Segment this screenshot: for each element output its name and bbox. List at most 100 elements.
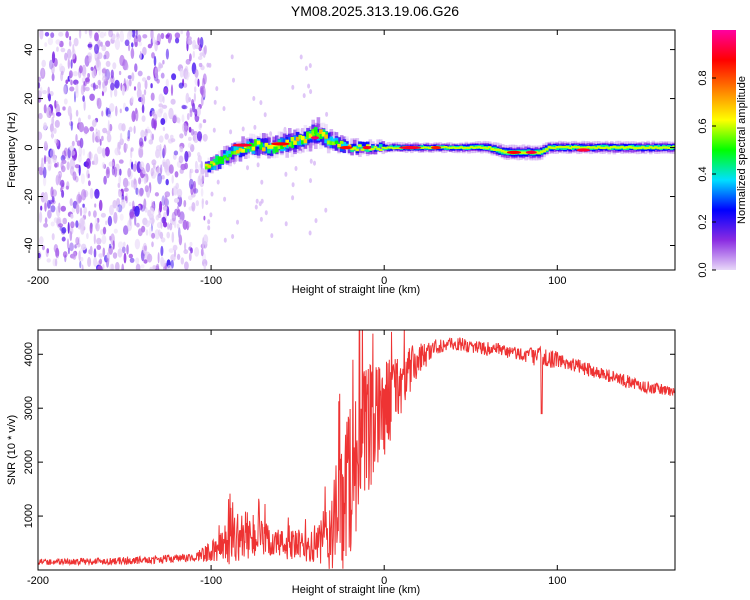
heatmap-ridge-cell bbox=[391, 147, 396, 150]
heatmap-noise-cell bbox=[142, 46, 147, 56]
heatmap-noise-cell bbox=[112, 240, 115, 250]
heatmap-noise-cell bbox=[102, 127, 108, 134]
heatmap-noise-cell bbox=[202, 133, 208, 142]
heatmap-noise-cell bbox=[161, 195, 166, 206]
heatmap-noise-cell bbox=[174, 171, 179, 178]
heatmap-noise-cell bbox=[126, 244, 129, 255]
heatmap-noise-cell bbox=[258, 201, 262, 207]
heatmap-noise-cell bbox=[171, 231, 175, 243]
heatmap-noise-cell bbox=[128, 44, 131, 52]
heatmap-ridge-cell bbox=[537, 151, 541, 155]
heatmap-noise-cell bbox=[201, 200, 204, 210]
heatmap-ridge-cell bbox=[350, 147, 354, 151]
heatmap-noise-cell bbox=[222, 106, 226, 112]
heatmap-ridge-cell bbox=[498, 148, 502, 152]
heatmap-ridge-cell bbox=[633, 147, 637, 150]
heatmap-ridge-cell bbox=[617, 146, 622, 149]
heatmap-noise-cell bbox=[134, 214, 137, 226]
heatmap-noise-cell bbox=[162, 59, 165, 65]
heatmap-noise-cell bbox=[92, 82, 96, 91]
heatmap-noise-cell bbox=[141, 115, 146, 122]
heatmap-noise-cell bbox=[106, 252, 110, 259]
heatmap-noise-cell bbox=[179, 211, 185, 222]
heatmap-noise-cell bbox=[205, 200, 209, 206]
heatmap-noise-cell bbox=[107, 119, 110, 132]
heatmap-noise-cell bbox=[158, 229, 161, 236]
heatmap-noise-cell bbox=[269, 131, 273, 137]
heatmap-noise-cell bbox=[194, 247, 200, 257]
heatmap-ridge-cell bbox=[420, 145, 424, 149]
heatmap-noise-cell bbox=[139, 50, 142, 61]
heatmap-noise-cell bbox=[179, 67, 184, 78]
heatmap-ridge-cell bbox=[376, 148, 380, 150]
heatmap-ridge-cell bbox=[635, 147, 640, 150]
heatmap-noise-cell bbox=[177, 195, 183, 207]
heatmap-noise-cell bbox=[132, 163, 137, 172]
heatmap-noise-cell bbox=[308, 63, 312, 69]
heatmap-noise-cell bbox=[55, 247, 60, 258]
heatmap-noise-cell bbox=[142, 34, 148, 39]
heatmap-noise-cell bbox=[144, 128, 148, 138]
heatmap-noise-cell bbox=[149, 217, 155, 224]
heatmap-noise-cell bbox=[100, 41, 103, 47]
heatmap-noise-cell bbox=[263, 112, 267, 118]
heatmap-noise-cell bbox=[194, 108, 198, 117]
x-tick-label: 0 bbox=[381, 575, 387, 587]
heatmap-noise-cell bbox=[87, 173, 90, 179]
heatmap-noise-cell bbox=[51, 51, 56, 64]
heatmap-ridge-cell bbox=[249, 144, 253, 152]
heatmap-noise-cell bbox=[101, 234, 107, 245]
heatmap-noise-cell bbox=[160, 259, 166, 267]
heatmap-noise-cell bbox=[193, 188, 199, 194]
heatmap-noise-cell bbox=[189, 109, 193, 118]
heatmap-noise-cell bbox=[145, 129, 151, 134]
heatmap-noise-cell bbox=[182, 219, 188, 230]
heatmap-noise-cell bbox=[41, 59, 46, 68]
heatmap-noise-cell bbox=[187, 142, 192, 149]
heatmap-peak-cell bbox=[310, 136, 320, 140]
heatmap-ridge-cell bbox=[316, 132, 321, 138]
heatmap-ridge-cell bbox=[539, 150, 544, 154]
x-tick-label: -200 bbox=[27, 275, 49, 287]
heatmap-ridge-cell bbox=[262, 143, 266, 151]
heatmap-ridge-cell bbox=[352, 147, 357, 150]
heatmap-noise-cell bbox=[180, 30, 183, 35]
heatmap-noise-cell bbox=[159, 201, 163, 213]
heatmap-ridge-cell bbox=[347, 144, 352, 148]
heatmap-ridge-cell bbox=[262, 147, 266, 152]
heatmap-noise-cell bbox=[203, 263, 207, 270]
heatmap-ridge-cell bbox=[298, 137, 302, 146]
heatmap-noise-cell bbox=[167, 222, 170, 230]
heatmap-noise-cell bbox=[65, 185, 69, 190]
heatmap-noise-cell bbox=[95, 128, 98, 134]
heatmap-noise-cell bbox=[113, 211, 118, 224]
heatmap-ridge-cell bbox=[420, 147, 424, 149]
heatmap-ridge-cell bbox=[381, 146, 386, 149]
heatmap-noise-cell bbox=[80, 243, 87, 251]
heatmap-noise-cell bbox=[89, 245, 93, 256]
heatmap-noise-cell bbox=[203, 45, 207, 55]
heatmap-noise-cell bbox=[89, 126, 94, 132]
heatmap-noise-cell bbox=[99, 258, 103, 265]
heatmap-noise-cell bbox=[96, 244, 102, 250]
heatmap-noise-cell bbox=[196, 106, 201, 117]
heatmap-noise-cell bbox=[104, 31, 107, 37]
heatmap-noise-cell bbox=[166, 231, 170, 239]
heatmap-noise-cell bbox=[95, 222, 100, 232]
heatmap-ridge-cell bbox=[485, 147, 489, 150]
heatmap-noise-cell bbox=[171, 211, 177, 222]
heatmap-ridge-cell bbox=[480, 146, 484, 149]
heatmap-noise-cell bbox=[48, 165, 52, 171]
y-tick-label: 2000 bbox=[23, 450, 35, 474]
heatmap-noise-cell bbox=[50, 32, 55, 38]
heatmap-noise-cell bbox=[168, 107, 174, 120]
heatmap-noise-cell bbox=[139, 161, 145, 170]
heatmap-noise-cell bbox=[95, 58, 101, 71]
heatmap-noise-cell bbox=[78, 250, 81, 262]
heatmap-ridge-cell bbox=[648, 146, 653, 149]
heatmap-noise-cell bbox=[105, 40, 111, 47]
heatmap-noise-cell bbox=[291, 84, 295, 90]
colorbar-gradient bbox=[712, 30, 736, 270]
heatmap-ridge-cell bbox=[651, 147, 656, 150]
